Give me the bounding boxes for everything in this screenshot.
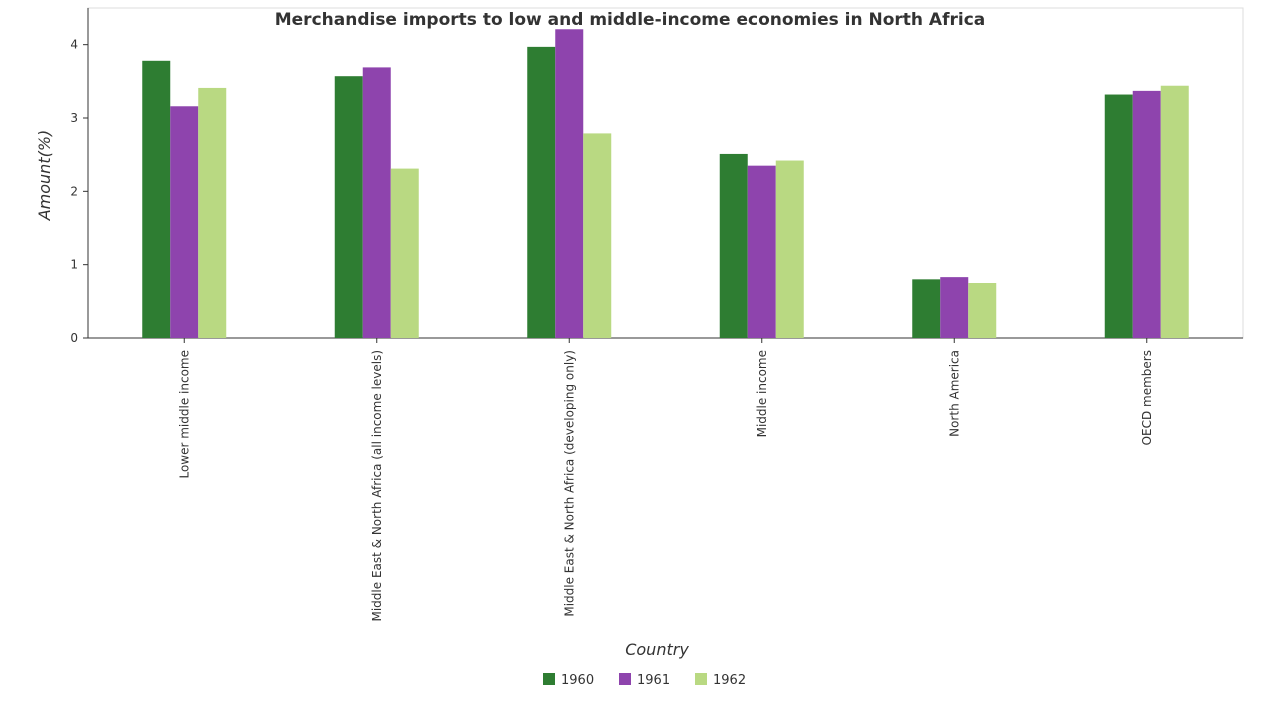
bar-1960 — [334, 76, 363, 338]
bar-1961 — [362, 67, 391, 339]
legend-label-1961: 1961 — [637, 673, 670, 688]
plot-area — [87, 7, 1244, 339]
y-axis-label: Amount(%) — [35, 130, 54, 222]
bar-1961 — [170, 106, 199, 339]
bar-1962 — [775, 160, 804, 338]
bar-1962 — [583, 133, 612, 338]
y-tick-label: 3 — [70, 111, 78, 125]
bar-1962 — [968, 283, 997, 338]
bar-1961 — [940, 277, 969, 338]
x-axis-label: Country — [625, 640, 689, 659]
legend-swatch-1961 — [619, 673, 631, 685]
x-tick-label: Middle East & North Africa (developing o… — [562, 350, 576, 617]
legend: 1960 1961 1962 — [543, 673, 746, 688]
bar-1960 — [527, 46, 556, 338]
bar-1961 — [1132, 90, 1161, 338]
bar-1962 — [1160, 85, 1189, 338]
bar-1962 — [198, 87, 227, 338]
bars-group — [142, 29, 1189, 339]
legend-label-1962: 1962 — [713, 673, 746, 688]
bar-1961 — [555, 29, 584, 339]
x-tick-label: North America — [947, 350, 961, 437]
bar-1961 — [747, 165, 776, 338]
bar-1960 — [142, 60, 171, 339]
plot-border — [87, 7, 1244, 339]
x-tick-label: Middle East & North Africa (all income l… — [370, 350, 384, 622]
bar-1960 — [912, 279, 941, 338]
y-axis: 0 1 2 3 4 — [70, 8, 89, 345]
chart-title: Merchandise imports to low and middle-in… — [275, 10, 986, 30]
y-tick-label: 4 — [70, 38, 78, 52]
x-axis: Lower middle income Middle East & North A… — [88, 337, 1243, 622]
y-tick-label: 1 — [70, 258, 78, 272]
bar-1960 — [1104, 94, 1133, 339]
y-tick-label: 0 — [70, 331, 78, 345]
legend-swatch-1960 — [543, 673, 555, 685]
x-tick-label: Lower middle income — [177, 350, 191, 479]
legend-swatch-1962 — [695, 673, 707, 685]
bar-1962 — [390, 168, 419, 338]
x-tick-label: Middle income — [755, 350, 769, 437]
legend-label-1960: 1960 — [561, 673, 594, 688]
bar-1960 — [719, 153, 748, 338]
y-tick-label: 2 — [70, 184, 78, 198]
x-tick-label: OECD members — [1140, 350, 1154, 445]
